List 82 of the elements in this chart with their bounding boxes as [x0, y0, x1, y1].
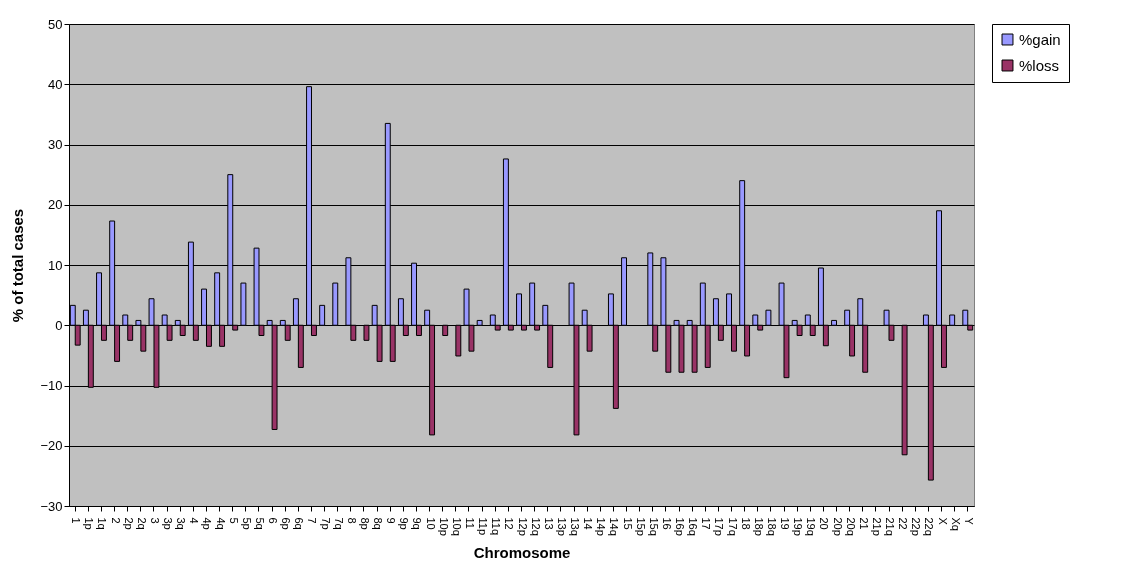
x-tick-label: 17: [700, 517, 713, 530]
x-tick-label: 6p: [280, 517, 293, 530]
x-tick-label: 18: [739, 517, 752, 530]
x-tick-label: 4: [188, 517, 201, 524]
x-tick-label: 20: [818, 517, 831, 530]
x-tick-label: 18p: [752, 517, 765, 536]
x-tick-label: 9q: [411, 517, 424, 530]
x-tick-label: 5q: [253, 517, 266, 530]
x-tick-label: 12q: [529, 517, 542, 536]
x-tick-label: 9p: [398, 517, 411, 530]
x-tick-label: 20p: [831, 517, 844, 536]
x-tick-label: 7: [306, 517, 319, 524]
x-tick-label: 1: [70, 517, 83, 524]
x-tick-label: 21q: [884, 517, 897, 536]
x-tick-label: 15: [621, 517, 634, 530]
x-tick-label: 12p: [516, 517, 529, 536]
x-tick-label: 18q: [765, 517, 778, 536]
x-tick-label: 10q: [450, 517, 463, 536]
x-tick-label: 19q: [805, 517, 818, 536]
y-tick-label: 20: [48, 197, 63, 213]
y-tick-label: 30: [48, 137, 63, 152]
x-tick-label: 13: [542, 517, 555, 530]
x-tick-label: 14p: [595, 517, 608, 536]
x-tick-label: 5p: [240, 517, 253, 530]
x-tick-label: 10: [424, 517, 437, 530]
x-tick-label: 10p: [437, 517, 450, 536]
x-tick-label: 15p: [634, 517, 647, 536]
x-tick-label: 8: [345, 517, 358, 524]
x-tick-label: 9: [385, 517, 398, 524]
x-tick-label: 22q: [923, 517, 936, 536]
y-tick-label: 50: [48, 16, 63, 32]
x-tick-label: 11q: [490, 517, 503, 536]
y-tick-label: 10: [48, 257, 63, 273]
x-tick-label: 3: [148, 517, 161, 524]
x-tick-label: 7q: [332, 517, 345, 530]
x-tick-label: 13q: [569, 517, 581, 536]
legend-label: %gain: [1019, 30, 1061, 48]
x-tick-label: 16: [660, 517, 673, 530]
x-tick-label: 7p: [319, 517, 332, 530]
x-tick-label: 22p: [910, 517, 923, 536]
x-tick-label: 16q: [687, 517, 700, 536]
x-tick-label: 4p: [201, 517, 214, 530]
y-axis-title: % of total cases: [9, 208, 27, 323]
x-tick-label: Y: [962, 517, 975, 526]
x-tick-label: 17p: [713, 517, 726, 536]
x-tick-label: 14q: [608, 517, 621, 536]
x-tick-label: 3q: [175, 517, 188, 530]
x-tick-label: 11: [464, 517, 476, 529]
x-tick-label: 17q: [726, 517, 739, 536]
x-tick-label: X: [936, 517, 949, 526]
y-tick-label: 0: [55, 317, 63, 333]
y-tick-label: 40: [48, 76, 63, 92]
x-tick-label: 2q: [135, 517, 148, 530]
x-tick-label: 1q: [96, 517, 109, 530]
x-tick-label: 12: [503, 517, 516, 530]
x-tick-label: 3p: [162, 517, 175, 530]
y-tick-label: −10: [40, 378, 63, 393]
y-tick-label: −30: [40, 498, 63, 514]
x-axis-title: Chromosome: [473, 543, 571, 561]
x-tick-label: 5: [227, 517, 240, 524]
x-tick-label: 8p: [358, 517, 371, 530]
x-tick-label: 15q: [647, 517, 660, 536]
y-tick-label: −20: [40, 438, 63, 454]
x-tick-label: 6: [267, 517, 280, 524]
x-tick-label: 4q: [214, 517, 227, 530]
x-tick-label: 2: [109, 517, 122, 524]
x-tick-label: 19p: [792, 517, 805, 536]
x-tick-label: 21: [857, 517, 870, 530]
x-tick-label: 11p: [477, 517, 490, 536]
x-tick-label: 14: [582, 517, 595, 530]
x-tick-label: 6q: [293, 517, 306, 530]
x-tick-label: 20q: [844, 517, 857, 536]
x-tick-label: 8q: [372, 517, 385, 530]
x-tick-label: Xq: [949, 517, 962, 531]
x-tick-label: 13p: [555, 517, 568, 536]
x-tick-label: 16p: [674, 517, 687, 536]
x-tick-label: 19: [779, 517, 792, 530]
x-tick-label: 21p: [870, 517, 883, 536]
legend-label: %loss: [1019, 56, 1060, 74]
x-tick-label: 2p: [122, 517, 135, 530]
x-tick-label: 1p: [83, 517, 96, 530]
x-tick-label: 22: [897, 517, 910, 530]
